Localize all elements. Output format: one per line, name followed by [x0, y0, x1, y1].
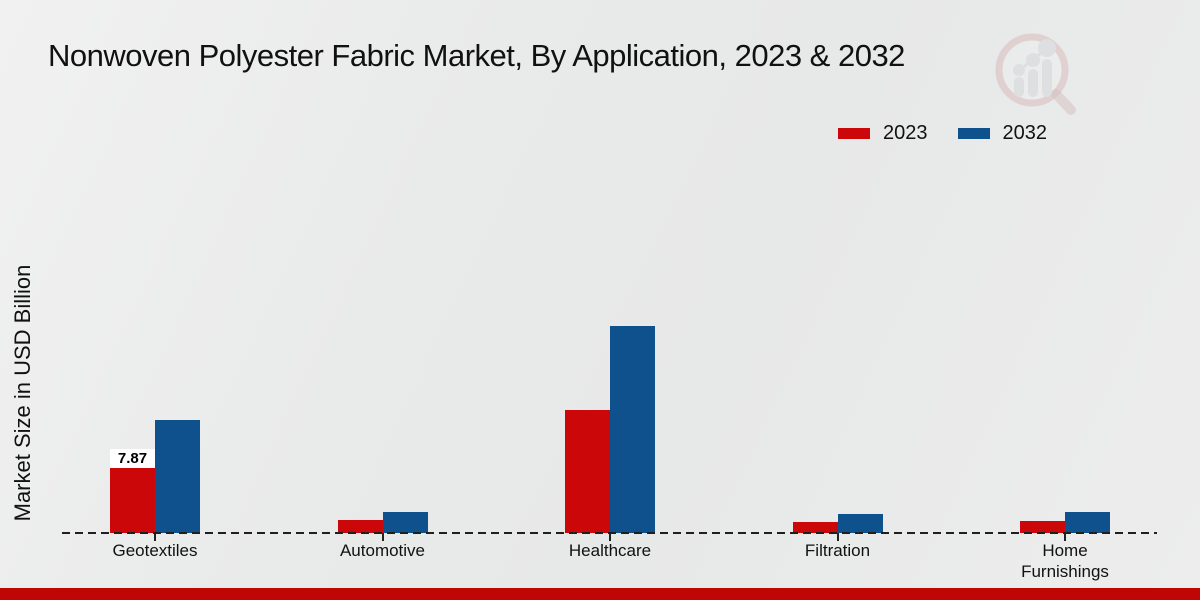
- bar-2032-home-furnishings: [1065, 511, 1110, 533]
- x-axis-baseline: [62, 532, 1157, 534]
- x-axis-tick: [836, 533, 839, 541]
- category-label-geotextiles: Geotextiles: [112, 541, 198, 560]
- category-label-healthcare: Healthcare: [568, 541, 652, 560]
- legend-label-2023: 2023: [883, 122, 928, 144]
- legend-swatch-2023: [838, 128, 870, 139]
- category-label-filtration: Filtration: [804, 541, 871, 560]
- x-axis-tick: [609, 533, 611, 541]
- magnifier-growth-chart-watermark-icon: [995, 33, 1076, 115]
- category-label-automotive: Automotive: [339, 541, 426, 560]
- legend-item-2023: 2023: [838, 122, 928, 145]
- x-axis-tick: [381, 533, 384, 541]
- bar-2032-automotive: [382, 511, 428, 533]
- bar-2023-filtration: [792, 521, 838, 533]
- chart-title: Nonwoven Polyester Fabric Market, By App…: [48, 38, 905, 73]
- bar-2023-automotive: [337, 520, 383, 533]
- legend-swatch-2032: [957, 128, 990, 139]
- bar-2023-home-furnishings: [1020, 521, 1065, 533]
- legend-label-2032: 2032: [1002, 122, 1048, 144]
- legend-item-2032: 2032: [957, 122, 1048, 145]
- value-label-2023: 7.87: [110, 448, 155, 468]
- category-label-home-furnishings: Home Furnishings: [1021, 541, 1109, 581]
- bar-2032-filtration: [837, 514, 883, 533]
- legend: 2023 2032: [838, 122, 1047, 145]
- bar-2023-healthcare: [565, 409, 610, 533]
- bar-2023-geotextiles: [110, 467, 155, 533]
- bar-2032-geotextiles: [155, 420, 200, 533]
- x-axis-tick: [154, 533, 156, 541]
- x-axis-tick: [1064, 533, 1066, 541]
- bar-2032-healthcare: [610, 325, 655, 533]
- footer-accent-bar: [0, 588, 1200, 600]
